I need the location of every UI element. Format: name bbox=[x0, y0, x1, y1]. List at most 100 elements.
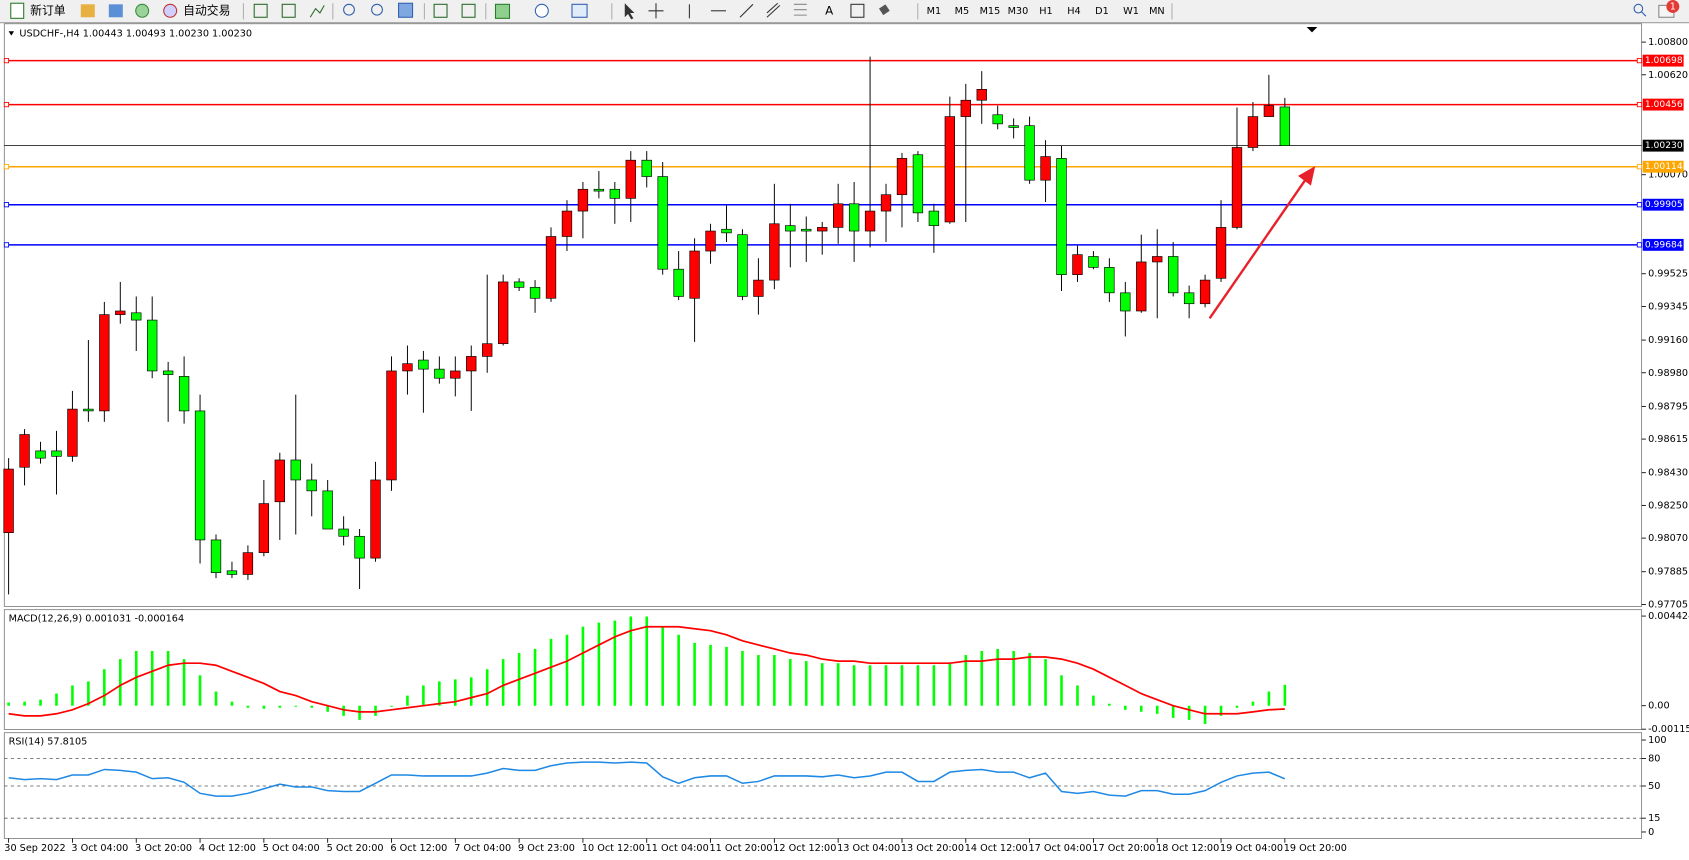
macd-bar bbox=[645, 616, 649, 706]
price-level-label-box bbox=[1642, 139, 1684, 152]
candle-body bbox=[657, 176, 668, 270]
macd-bar bbox=[134, 651, 138, 706]
candle-body bbox=[992, 114, 1003, 125]
candle-body bbox=[609, 188, 620, 199]
price-level-handle bbox=[3, 58, 10, 64]
candle-body bbox=[19, 434, 30, 468]
y-tick-label: 0.98980 bbox=[1648, 368, 1688, 379]
toolbar-icon[interactable] bbox=[135, 3, 150, 18]
price-level-label: 1.00114 bbox=[1645, 161, 1683, 172]
toolbar-icon[interactable] bbox=[80, 4, 95, 18]
toolbar-icon[interactable] bbox=[253, 3, 268, 18]
indicators-icon[interactable] bbox=[494, 3, 511, 19]
candle-body bbox=[721, 228, 732, 234]
text-tool-icon[interactable]: A bbox=[825, 3, 833, 17]
x-tick-label: 9 Oct 23:00 bbox=[518, 843, 575, 854]
crosshair-icon[interactable] bbox=[648, 3, 664, 19]
zoom-in-icon[interactable] bbox=[343, 3, 355, 16]
macd-bar bbox=[23, 701, 26, 706]
x-tick-label: 4 Oct 12:00 bbox=[199, 843, 256, 854]
macd-bar bbox=[469, 677, 473, 706]
macd-bar bbox=[1028, 653, 1031, 706]
candle-body bbox=[370, 479, 381, 559]
toolbar: 新订单 自动交易 A M1 M5 M15 M bbox=[0, 0, 1689, 24]
channel-icon[interactable] bbox=[766, 2, 781, 18]
new-order-label[interactable]: 新订单 bbox=[30, 3, 66, 17]
timeframe-button[interactable]: W1 bbox=[1123, 6, 1139, 17]
y-tick-label: 0.99160 bbox=[1648, 335, 1688, 346]
macd-bar bbox=[533, 648, 537, 706]
auto-trading-label[interactable]: 自动交易 bbox=[183, 3, 230, 17]
candle-body bbox=[1263, 105, 1275, 117]
timeframe-button[interactable]: H1 bbox=[1039, 6, 1052, 17]
toolbar-icon[interactable] bbox=[281, 3, 296, 18]
toolbar-icon[interactable] bbox=[108, 4, 123, 18]
macd-bar bbox=[613, 620, 617, 706]
timeframe-button[interactable]: M30 bbox=[1008, 6, 1029, 17]
templates-icon[interactable] bbox=[571, 3, 588, 18]
toolbar-icon[interactable] bbox=[309, 5, 325, 18]
candle-body bbox=[880, 194, 892, 212]
arrow-tool-icon[interactable] bbox=[878, 4, 890, 16]
macd-bar bbox=[1155, 705, 1159, 714]
y-tick-label: 0.98615 bbox=[1648, 434, 1688, 445]
macd-bar bbox=[1124, 705, 1127, 710]
timeframe-button[interactable]: M15 bbox=[980, 6, 1001, 17]
candle-body bbox=[466, 356, 477, 372]
macd-bar bbox=[948, 663, 952, 706]
x-tick-label: 5 Oct 04:00 bbox=[263, 843, 320, 854]
timeframe-button[interactable]: M1 bbox=[927, 6, 942, 17]
candle-body bbox=[545, 236, 557, 299]
notification-badge[interactable] bbox=[1666, 0, 1680, 13]
x-tick-label: 14 Oct 12:00 bbox=[965, 843, 1028, 854]
timeframe-button[interactable]: M5 bbox=[955, 6, 970, 17]
candle-body bbox=[1279, 106, 1291, 146]
x-tick-label: 11 Oct 20:00 bbox=[709, 843, 772, 854]
y-tick-label: 1.00070 bbox=[1648, 170, 1688, 181]
rsi-header: RSI(14) 57.8105 bbox=[9, 736, 88, 747]
candle-body bbox=[258, 503, 270, 553]
macd-bar bbox=[773, 655, 776, 706]
timeframe-button[interactable]: MN bbox=[1149, 6, 1165, 17]
candle-body bbox=[497, 281, 509, 345]
fibo-icon[interactable] bbox=[793, 3, 807, 16]
x-tick-label: 19 Oct 20:00 bbox=[1284, 843, 1347, 854]
candle-body bbox=[51, 450, 62, 457]
macd-bar bbox=[390, 705, 393, 707]
y-tick-label: 1.00800 bbox=[1648, 37, 1688, 48]
trendline-icon[interactable] bbox=[739, 3, 754, 18]
zoom-out-icon[interactable] bbox=[371, 3, 383, 16]
auto-trading-button[interactable]: 自动交易 bbox=[163, 3, 231, 18]
macd-bar bbox=[1076, 685, 1079, 706]
tile-icon[interactable] bbox=[398, 2, 414, 18]
candle-body bbox=[162, 370, 174, 375]
y-tick-label: 100 bbox=[1648, 735, 1666, 746]
rsi-panel bbox=[3, 732, 1643, 839]
price-level-label-box bbox=[1642, 160, 1684, 173]
y-tick-label: 0.004424 bbox=[1648, 611, 1689, 622]
cursor-icon[interactable] bbox=[624, 3, 635, 20]
macd-bar bbox=[980, 651, 984, 706]
label-tool-icon[interactable] bbox=[850, 3, 865, 18]
x-tick-label: 3 Oct 04:00 bbox=[71, 843, 128, 854]
timeframe-bar: M1 M5 M15 M30 H1 H4 D1 W1 MN bbox=[927, 6, 1165, 17]
periods-icon[interactable] bbox=[534, 3, 549, 18]
candle-body bbox=[3, 468, 14, 533]
price-level-label: 1.00698 bbox=[1645, 55, 1683, 66]
macd-bar bbox=[118, 659, 122, 706]
search-icon[interactable] bbox=[1633, 3, 1644, 14]
toolbar-icon[interactable] bbox=[433, 3, 448, 18]
candle-body bbox=[194, 410, 206, 541]
macd-bar bbox=[549, 638, 553, 706]
chart-shift-marker bbox=[1306, 26, 1318, 33]
toolbar-icon[interactable] bbox=[461, 3, 476, 18]
plot-layer: 1.00800 1.00620 1.00070 0.99525 0.99345 0.991… bbox=[3, 37, 1689, 854]
timeframe-button[interactable]: H4 bbox=[1067, 6, 1080, 17]
timeframe-button[interactable]: D1 bbox=[1095, 6, 1109, 17]
new-order-button[interactable]: 新订单 bbox=[10, 2, 66, 19]
y-tick-label: 50 bbox=[1648, 781, 1660, 792]
candle-body bbox=[1056, 158, 1067, 275]
candle-body bbox=[641, 159, 652, 177]
macd-bar bbox=[1251, 701, 1255, 706]
